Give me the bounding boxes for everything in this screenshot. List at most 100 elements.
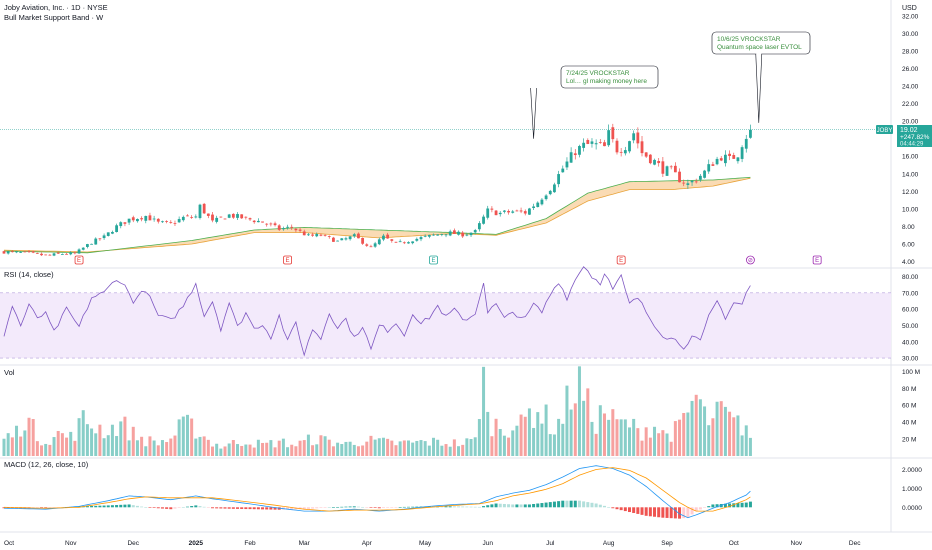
candle (444, 234, 448, 238)
symbol-tag: JOBY (877, 128, 893, 134)
macd-histogram-bar (336, 506, 340, 508)
candle-body (611, 127, 615, 140)
event-markers[interactable]: E E E E ⊘ E (74, 255, 822, 265)
candle (519, 207, 523, 214)
macd-histogram-bar (110, 505, 114, 508)
candle (390, 239, 394, 243)
candle (231, 213, 235, 219)
candle-body (90, 243, 93, 245)
candle-body (669, 166, 673, 168)
candle (523, 209, 527, 216)
earnings-marker[interactable]: E (429, 255, 438, 265)
earnings-marker[interactable]: E (616, 255, 626, 265)
price-tag-bg (897, 125, 932, 147)
macd-histogram-bar (344, 506, 348, 508)
macd-histogram-bar (273, 507, 277, 510)
candle (740, 145, 744, 163)
macd-histogram-bar (527, 504, 531, 508)
candle (332, 236, 335, 242)
macd-histogram-bar (169, 507, 173, 510)
macd-histogram-bar (615, 507, 619, 510)
volume-bar (298, 440, 302, 456)
candle (565, 157, 569, 171)
earnings-marker[interactable]: ⊘ (746, 255, 755, 265)
candle-body (111, 231, 114, 234)
candle (81, 247, 85, 251)
candle (327, 235, 331, 239)
candle-body (457, 231, 460, 235)
volume-bar (15, 425, 19, 456)
price-tag-change: +247.82% (900, 134, 930, 141)
volume-bar (156, 445, 160, 456)
candle (298, 227, 302, 233)
candle-body (307, 234, 310, 236)
macd-histogram-bar (365, 507, 369, 508)
candle (52, 252, 56, 257)
volume-bar (577, 366, 581, 456)
macd-histogram-bar (703, 507, 707, 508)
candle-body (23, 251, 27, 253)
candle-body (315, 233, 319, 237)
candle-body (269, 223, 273, 225)
volume-bar (527, 408, 531, 456)
annotation-line2: Quantum space laser EVTOL (717, 44, 802, 51)
rsi-axis-tick: 50.00 (902, 323, 919, 330)
candle-body (573, 153, 577, 156)
candle-body (94, 238, 98, 245)
candle-body (323, 234, 327, 236)
volume-bar (469, 439, 473, 456)
candle (261, 221, 264, 223)
candle-body (402, 242, 406, 244)
volume-bar (590, 421, 594, 456)
candle-body (523, 211, 527, 214)
price-axis-tick: 4.00 (902, 259, 915, 266)
volume-bar (744, 425, 748, 456)
candle (227, 213, 231, 219)
volume-bar (6, 433, 10, 456)
macd-histogram-bar (181, 507, 185, 508)
earnings-marker[interactable]: E (812, 255, 822, 265)
x-axis-label: Sep (661, 540, 673, 547)
volume-bar (628, 427, 631, 456)
volume-bar (473, 437, 477, 456)
volume-bar (110, 424, 114, 456)
candle-body (452, 230, 456, 234)
candle (440, 233, 444, 237)
candle-body (277, 225, 281, 230)
earnings-marker[interactable]: E (74, 255, 84, 265)
macd-histogram-bar (698, 507, 702, 510)
candle (90, 243, 93, 245)
macd-histogram-bar (594, 503, 598, 508)
candle-body (382, 235, 385, 240)
candle (265, 223, 269, 227)
volume-bar (85, 424, 89, 456)
macd-histogram-bar (340, 506, 344, 508)
volume-bar (273, 447, 277, 456)
candle (269, 222, 273, 227)
price-axis-tick: 8.00 (902, 224, 915, 231)
macd-histogram-bar (523, 504, 527, 508)
macd-histogram-bar (648, 507, 652, 517)
candle-body (732, 155, 736, 159)
earnings-marker[interactable]: E (283, 255, 292, 265)
volume-bar (302, 440, 306, 456)
candle-body (607, 130, 611, 146)
candle-body (102, 235, 106, 239)
macd-histogram-bar (177, 507, 181, 508)
macd-histogram-bar (711, 504, 715, 508)
x-axis-label: Dec (127, 540, 139, 547)
support-band-fill (4, 177, 751, 253)
volume-bar (281, 438, 285, 456)
volume-bar (423, 441, 427, 456)
macd-axis-tick: 2.0000 (902, 467, 922, 474)
candle-body (336, 240, 339, 242)
candle (573, 149, 577, 160)
candle-body (686, 183, 690, 185)
candle (219, 216, 223, 218)
candle (336, 240, 339, 242)
candle-body (298, 229, 302, 231)
